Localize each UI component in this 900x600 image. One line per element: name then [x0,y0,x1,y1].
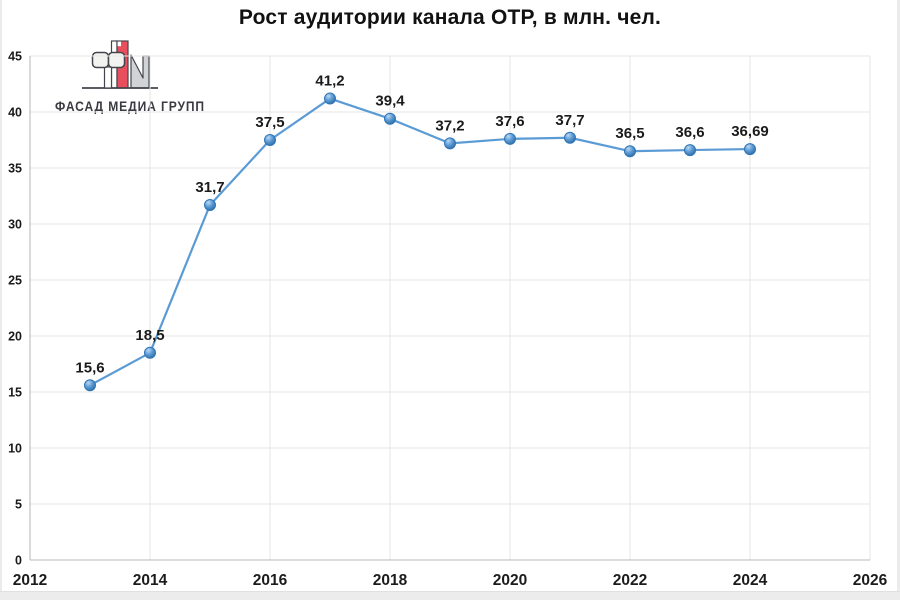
data-point-label-2013: 15,6 [75,359,104,376]
x-tick-label-2018: 2018 [373,572,408,589]
y-tick-label-10: 10 [8,442,22,456]
x-tick-label-2020: 2020 [493,572,527,589]
data-point-marker-2021 [564,131,576,144]
data-point-label-2015: 31,7 [195,179,224,196]
chart-title: Рост аудитории канала ОТР, в млн. чел. [238,6,662,29]
data-point-marker-2019 [444,137,456,150]
y-tick-label-20: 20 [8,330,22,344]
logo-text: ФАСАД МЕДИА ГРУПП [55,99,205,114]
page-edge-right [897,0,900,600]
x-tick-label-2012: 2012 [13,572,47,589]
data-point-label-2018: 39,4 [375,93,405,110]
y-tick-label-0: 0 [15,554,22,568]
data-point-marker-2018 [384,112,396,125]
x-tick-label-2024: 2024 [733,572,768,589]
x-tick-label-2014: 2014 [133,572,168,589]
data-point-label-2023: 36,6 [675,124,704,141]
data-point-marker-2022 [624,145,636,158]
data-point-marker-2013 [84,379,96,392]
data-point-marker-2016 [264,134,276,146]
data-point-marker-2024 [744,143,756,156]
data-point-label-2021: 37,7 [555,112,584,129]
data-point-marker-2020 [504,132,516,145]
data-point-label-2019: 37,2 [435,117,464,134]
x-tick-label-2022: 2022 [613,572,647,589]
data-point-marker-2023 [684,144,696,157]
page-edge-left [0,0,2,600]
data-point-marker-2017 [324,92,336,105]
y-tick-label-15: 15 [8,386,22,400]
y-tick-label-45: 45 [8,50,22,64]
data-point-label-2016: 37,5 [255,114,284,131]
data-point-label-2017: 41,2 [315,73,344,90]
y-tick-label-30: 30 [8,218,22,232]
data-point-label-2014: 18,5 [135,327,164,344]
y-tick-label-5: 5 [15,498,22,512]
data-point-label-2022: 36,5 [615,125,644,142]
data-point-label-2020: 37,6 [495,113,524,130]
data-point-marker-2014 [144,346,156,359]
company-logo: ФАСАД МЕДИА ГРУПП [55,40,205,114]
x-tick-label-2026: 2026 [853,572,888,589]
logo-red-bar-notch [117,41,121,47]
y-tick-label-40: 40 [8,106,22,120]
x-tick-label-2016: 2016 [253,572,288,589]
plot-area: 0 5 10 15 20 25 30 35 40 45 2012 2014 2016 2018 2020 20… [8,50,888,590]
data-point-marker-2015 [204,198,216,211]
series-line [88,97,752,387]
page-edge-bottom [0,591,900,600]
y-tick-label-25: 25 [8,274,22,288]
logo-post [103,66,113,89]
y-tick-label-35: 35 [8,162,22,176]
data-point-label-2024: 36,69 [731,123,769,140]
